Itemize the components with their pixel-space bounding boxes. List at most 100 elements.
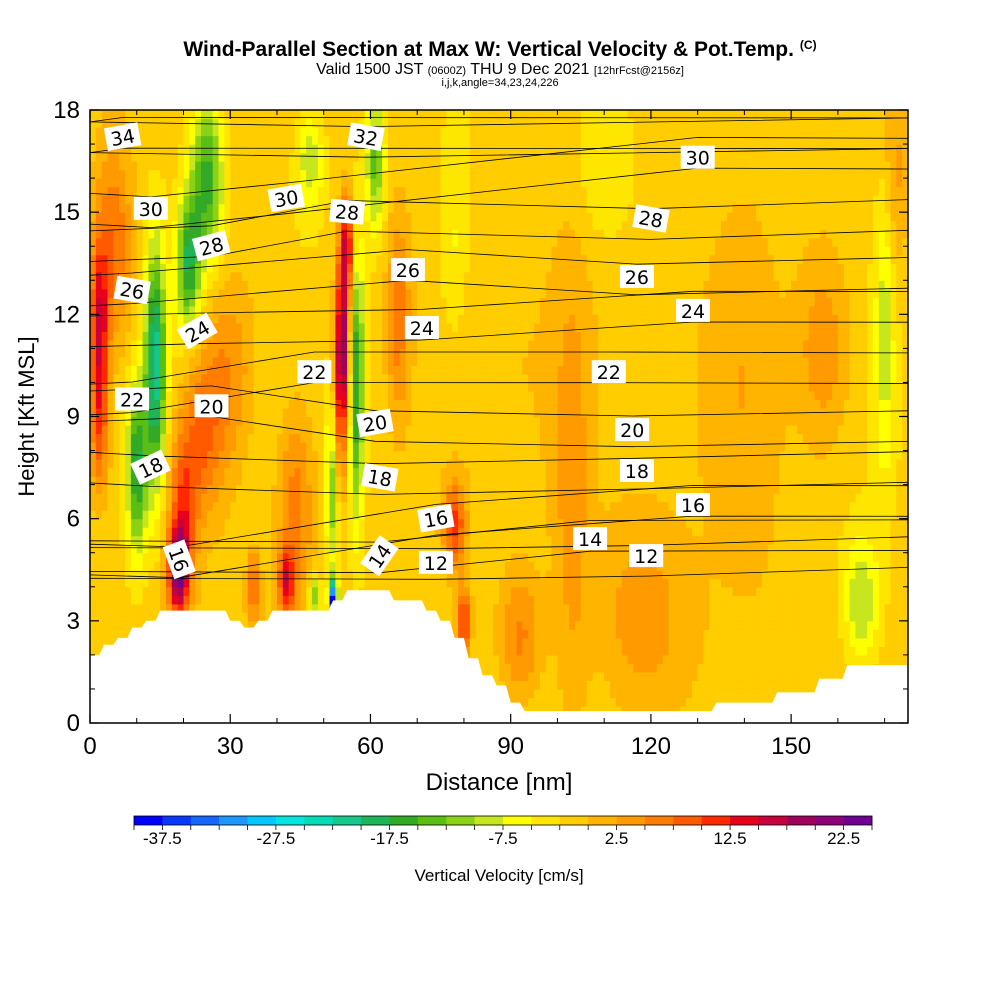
velocity-cell [452,535,459,545]
velocity-cell [323,450,331,460]
velocity-cell [387,382,395,392]
velocity-cell [101,459,109,469]
velocity-cell [481,450,488,460]
velocity-cell [475,169,483,179]
velocity-cell [458,331,465,341]
velocity-cell [463,390,471,401]
velocity-cell [230,356,237,367]
velocity-cell [393,510,401,520]
velocity-cell [364,339,372,349]
velocity-cell [171,603,179,613]
velocity-cell [125,493,132,503]
velocity-cell [206,544,214,554]
velocity-cell [387,314,395,324]
velocity-cell [165,390,173,401]
velocity-cell [475,339,483,349]
velocity-cell [387,586,395,596]
velocity-cell [481,271,488,281]
velocity-cell [434,212,442,222]
velocity-cell [119,373,126,384]
velocity-cell [183,110,190,120]
velocity-cell [113,169,120,179]
velocity-cell [160,510,167,520]
velocity-cell [171,425,179,435]
velocity-cell [387,569,395,579]
velocity-cell [218,118,225,128]
velocity-cell [481,220,488,230]
velocity-cell [469,161,477,171]
velocity-cell [271,450,278,460]
velocity-cell [177,356,185,367]
velocity-cell [481,348,488,358]
velocity-cell [265,229,272,239]
velocity-cell [142,425,150,435]
velocity-cell [247,433,255,443]
velocity-cell [428,135,436,145]
velocity-cell [282,586,290,596]
velocity-cell [154,220,161,230]
velocity-cell [241,305,249,315]
velocity-cell [183,314,190,324]
velocity-cell [107,561,114,571]
velocity-cell [446,348,453,358]
velocity-cell [218,305,225,315]
velocity-cell [241,407,249,418]
velocity-cell [469,612,477,622]
velocity-cell [241,569,249,579]
velocity-cell [206,152,214,162]
velocity-cell [212,118,220,128]
velocity-cell [452,118,459,128]
velocity-cell [107,425,114,435]
velocity-cell [300,399,307,409]
velocity-cell [446,322,453,332]
velocity-cell [446,390,453,401]
velocity-cell [300,484,307,494]
velocity-cell [323,263,331,273]
velocity-cell [125,365,132,375]
velocity-cell [130,144,138,154]
velocity-cell [241,246,249,256]
velocity-cell [218,467,225,477]
velocity-cell [463,135,471,145]
velocity-cell [452,263,459,273]
velocity-cell [154,569,161,579]
velocity-cell [358,518,366,528]
velocity-cell [370,535,377,545]
velocity-cell [317,305,325,315]
velocity-cell [469,110,477,120]
velocity-cell [405,186,412,196]
velocity-cell [481,646,488,656]
velocity-cell [218,348,225,358]
velocity-cell [358,552,366,562]
velocity-cell [481,399,488,409]
velocity-cell [265,416,272,426]
velocity-cell [241,229,249,239]
velocity-cell [347,365,354,375]
velocity-cell [405,305,412,315]
velocity-cell [113,407,120,418]
velocity-cell [160,373,167,384]
velocity-cell [101,552,109,562]
velocity-cell [440,399,448,409]
velocity-cell [423,450,430,460]
velocity-cell [423,339,430,349]
velocity-cell [481,552,488,562]
velocity-cell [469,382,477,392]
velocity-cell [183,220,190,230]
velocity-cell [312,178,319,188]
velocity-cell [236,501,243,511]
velocity-cell [376,237,383,247]
velocity-cell [417,416,424,426]
velocity-cell [288,356,296,367]
velocity-cell [341,561,348,571]
velocity-cell [271,493,278,503]
velocity-cell [382,365,389,375]
velocity-cell [469,586,477,596]
velocity-cell [358,467,366,477]
velocity-cell [294,527,301,537]
velocity-cell [469,356,477,367]
velocity-cell [335,110,342,120]
velocity-cell [306,544,313,554]
velocity-cell [119,322,126,332]
velocity-cell [119,186,126,196]
